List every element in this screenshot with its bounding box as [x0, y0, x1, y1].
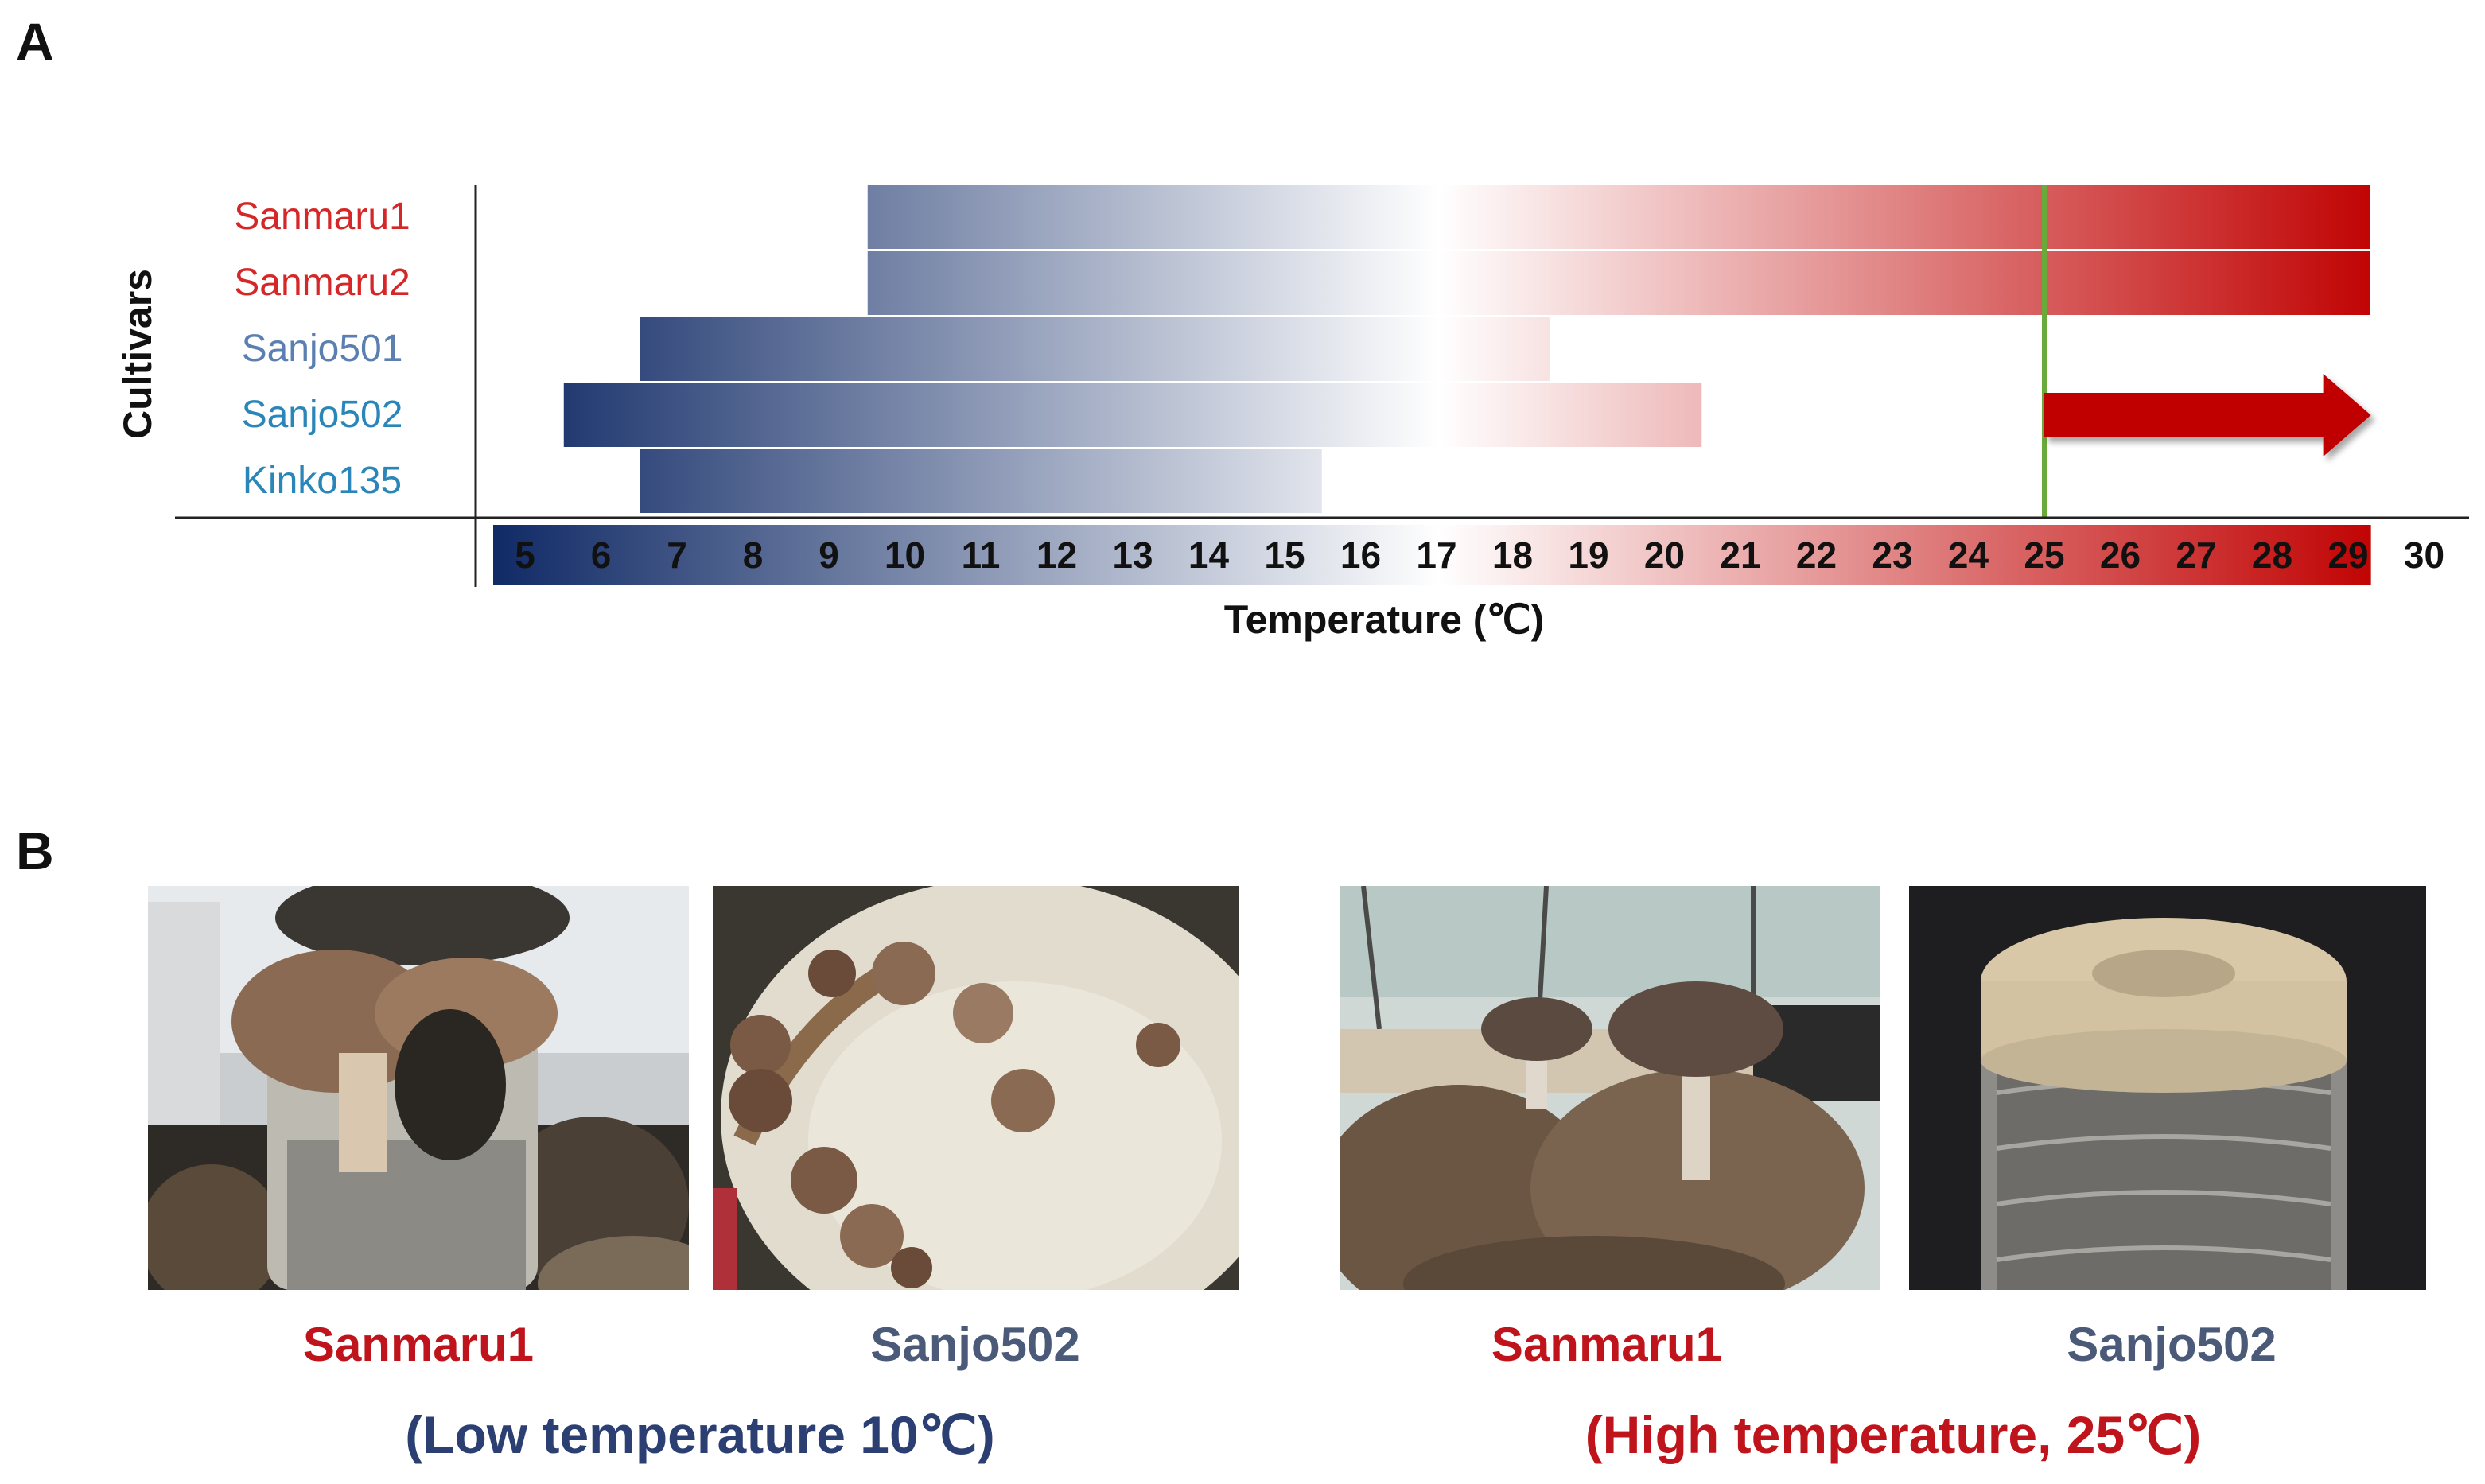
x-tick-label-5: 5: [515, 534, 535, 576]
photo-sanmaru1-high-temp: [1340, 886, 1880, 1290]
x-tick-label-11: 11: [962, 534, 1001, 576]
range-bar-kinko135: [638, 448, 1324, 515]
range-bar-sanjo502: [562, 382, 1704, 449]
x-tick-label-19: 19: [1568, 534, 1608, 576]
panel-label-b: B: [16, 822, 54, 880]
caption-sanmaru1-low: Sanmaru1: [302, 1318, 535, 1371]
x-tick-label-22: 22: [1796, 534, 1837, 576]
condition-high-temp: (High temperature, 25℃): [1585, 1405, 2202, 1464]
x-tick-label-13: 13: [1112, 534, 1153, 576]
x-axis-label: Temperature (℃): [1224, 597, 1545, 642]
x-tick-label-28: 28: [2252, 534, 2292, 576]
category-label-sanjo501: Sanjo501: [242, 328, 403, 370]
x-tick-label-6: 6: [591, 534, 612, 576]
range-bar-sanjo501: [638, 316, 1552, 383]
x-tick-label-10: 10: [885, 534, 925, 576]
category-label-sanmaru1: Sanmaru1: [234, 196, 410, 238]
range-bar-sanmaru1: [865, 184, 2372, 251]
x-tick-label-17: 17: [1416, 534, 1456, 576]
x-tick-label-8: 8: [743, 534, 764, 576]
x-tick-label-29: 29: [2328, 534, 2368, 576]
x-tick-label-23: 23: [1872, 534, 1912, 576]
high-temperature-arrow: [2044, 374, 2371, 456]
caption-sanjo502-low: Sanjo502: [870, 1318, 1080, 1371]
x-tick-label-16: 16: [1340, 534, 1381, 576]
x-tick-label-25: 25: [2024, 534, 2064, 576]
temperature-scale-strip: [493, 525, 2371, 585]
x-tick-label-12: 12: [1036, 534, 1077, 576]
x-tick-label-14: 14: [1188, 534, 1230, 576]
x-tick-label-18: 18: [1492, 534, 1533, 576]
panel-label-a: A: [16, 12, 54, 71]
photo-sanjo502-low-temp: [713, 886, 1239, 1290]
x-tick-label-9: 9: [819, 534, 839, 576]
category-label-sanmaru2: Sanmaru2: [234, 262, 410, 304]
range-bar-sanmaru2: [865, 250, 2372, 317]
caption-sanmaru1-high: Sanmaru1: [1491, 1318, 1723, 1371]
condition-low-temp: (Low temperature 10℃): [405, 1405, 995, 1464]
x-tick-label-15: 15: [1264, 534, 1305, 576]
x-tick-label-30: 30: [2404, 534, 2444, 576]
photo-sanjo502-high-temp: [1909, 886, 2426, 1290]
x-tick-label-24: 24: [1948, 534, 1989, 576]
y-axis-label: Cultivars: [115, 269, 160, 439]
category-label-sanjo502: Sanjo502: [242, 394, 403, 436]
x-tick-label-27: 27: [2176, 534, 2216, 576]
temperature-range-chart: 5 6 7 8 9 10 11 12 13 14 15 16 17 18 19 20 21 22 23 24 25 26 2…: [115, 184, 2469, 642]
category-label-kinko135: Kinko135: [243, 460, 402, 502]
x-tick-label-26: 26: [2100, 534, 2141, 576]
x-tick-label-21: 21: [1720, 534, 1760, 576]
x-tick-label-7: 7: [667, 534, 687, 576]
caption-sanjo502-high: Sanjo502: [2067, 1318, 2277, 1371]
photo-sanmaru1-low-temp: [148, 886, 689, 1290]
x-tick-label-20: 20: [1644, 534, 1685, 576]
